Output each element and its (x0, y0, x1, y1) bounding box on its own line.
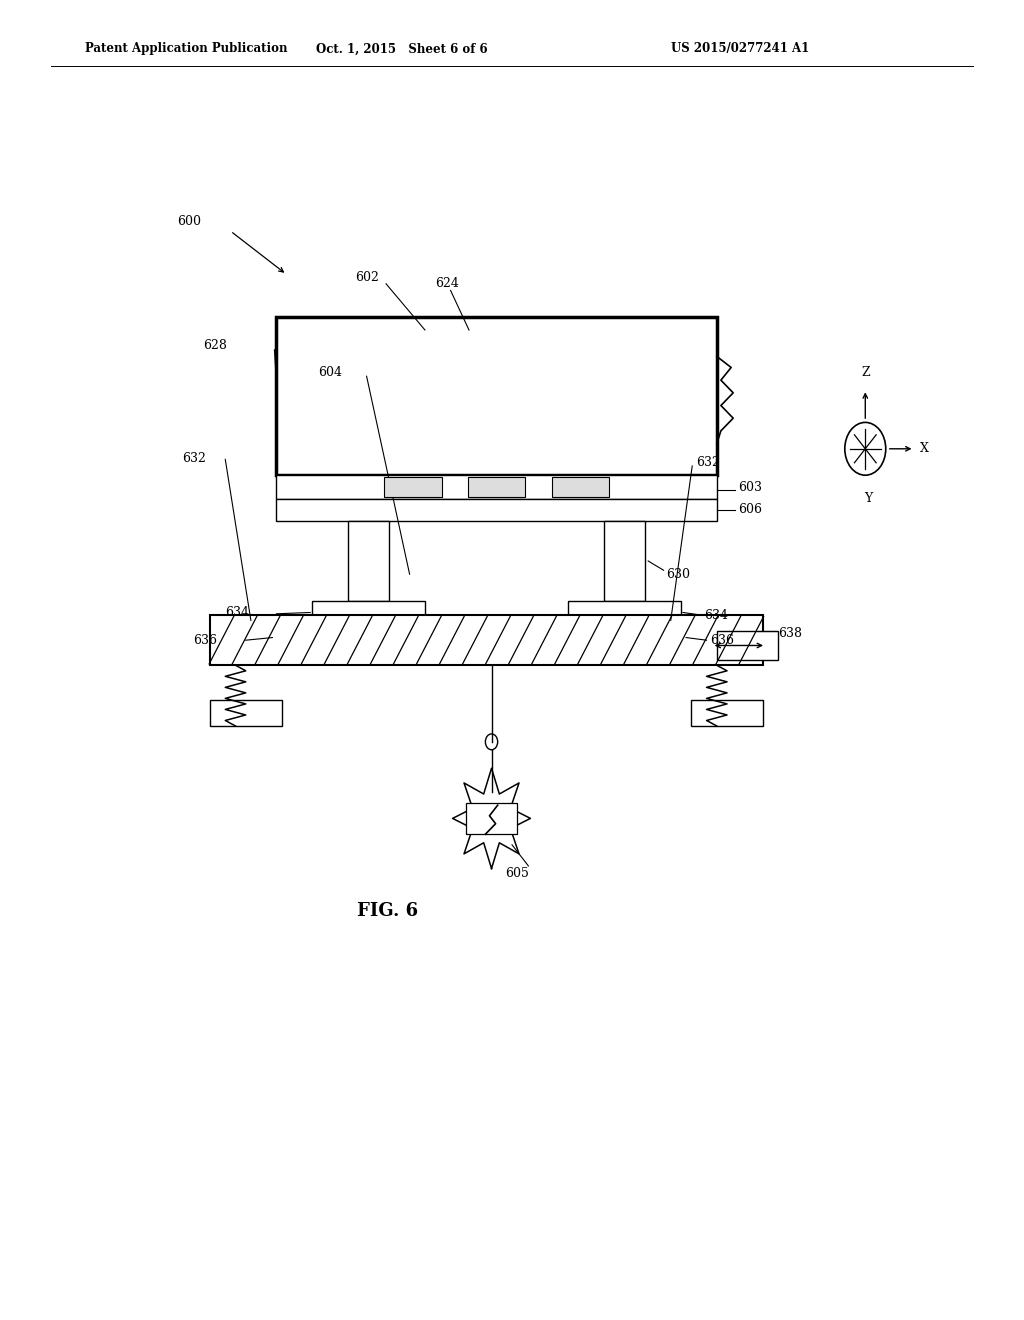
Text: 638: 638 (778, 627, 802, 640)
Text: 634: 634 (705, 609, 728, 622)
Text: 632: 632 (182, 451, 207, 465)
Bar (210, 700, 282, 726)
Text: 604: 604 (317, 366, 342, 379)
Bar (312, 619, 425, 635)
Text: 628: 628 (203, 339, 227, 352)
Text: 600: 600 (177, 215, 202, 228)
Bar (276, 475, 717, 499)
Text: Y: Y (864, 492, 872, 506)
Bar (691, 700, 763, 726)
Text: 606: 606 (738, 503, 762, 516)
Text: 603: 603 (738, 480, 762, 494)
Text: Patent Application Publication: Patent Application Publication (85, 42, 288, 55)
Bar (312, 601, 425, 616)
Bar (348, 521, 389, 601)
Bar (568, 619, 681, 635)
Text: 632: 632 (696, 455, 720, 469)
Text: X: X (920, 442, 929, 455)
Bar (276, 317, 717, 475)
Text: 630: 630 (667, 568, 690, 581)
Bar (568, 601, 681, 616)
Bar (466, 803, 517, 834)
Text: 636: 636 (193, 634, 217, 647)
Bar (552, 477, 609, 498)
Bar (210, 615, 763, 665)
Text: FIG. 6: FIG. 6 (356, 902, 418, 920)
Text: US 2015/0277241 A1: US 2015/0277241 A1 (671, 42, 809, 55)
Text: 624: 624 (435, 277, 460, 290)
Bar (384, 477, 441, 498)
Bar (276, 499, 717, 521)
Text: 605: 605 (505, 867, 529, 880)
Bar (468, 477, 525, 498)
Text: 602: 602 (354, 271, 379, 284)
Bar (717, 631, 778, 660)
Text: Oct. 1, 2015   Sheet 6 of 6: Oct. 1, 2015 Sheet 6 of 6 (315, 42, 487, 55)
Text: Z: Z (861, 366, 869, 379)
Text: 634: 634 (225, 606, 250, 619)
Bar (604, 521, 645, 601)
Text: 636: 636 (710, 634, 733, 647)
